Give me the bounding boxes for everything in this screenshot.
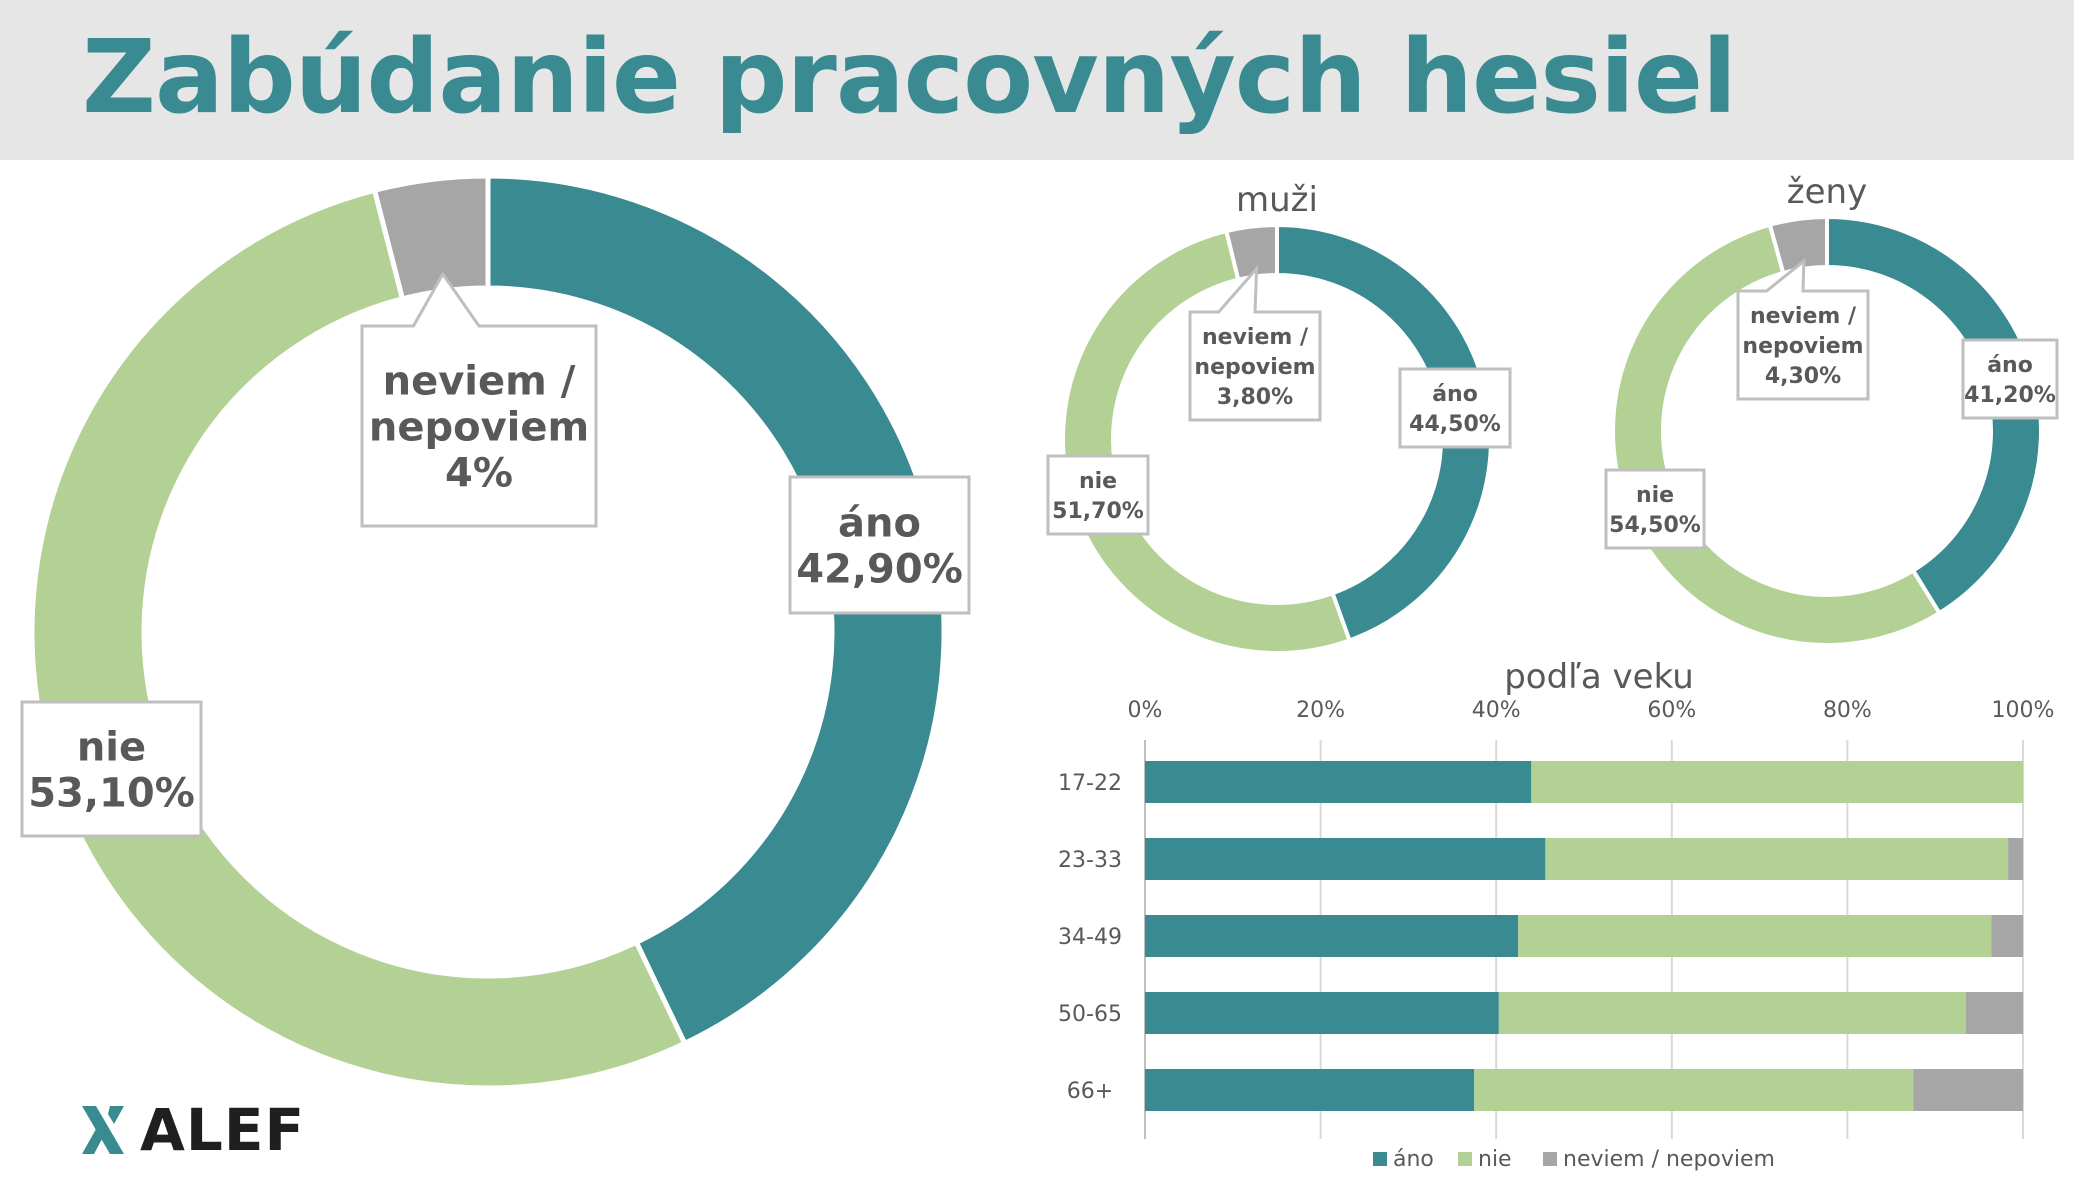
- age-chart-title: podľa veku: [1504, 657, 1694, 697]
- men-donut-neviem-label: neviem / nepoviem 3,80%: [1188, 264, 1322, 422]
- age-bar-ano: [1145, 915, 1519, 957]
- age-bar-neviem: [1965, 992, 2023, 1034]
- age-bar-ano: [1145, 992, 1499, 1034]
- age-bar-nie: [1545, 838, 2009, 880]
- title-bar: [0, 0, 2074, 160]
- age-category-label: 66+: [1067, 1079, 1113, 1104]
- age-bar-ano: [1145, 838, 1546, 880]
- legend-swatch-ano: [1373, 1152, 1387, 1166]
- men-donut-neviem-label-box: [1188, 264, 1322, 422]
- women-donut-nie-label-box: [1604, 468, 1706, 550]
- women-donut-neviem-label: neviem / nepoviem 4,30%: [1736, 257, 1870, 401]
- page-title: Zabúdanie pracovných hesiel: [82, 18, 1737, 137]
- main-donut-nie-label-text: nie 53,10%: [28, 724, 195, 816]
- age-bar-neviem: [1913, 1069, 2023, 1111]
- men-donut-title: muži: [1236, 180, 1318, 220]
- main-donut-slice-nie: [29, 187, 689, 1091]
- men-donut-nie-label-box: [1046, 454, 1150, 536]
- age-category-label: 50-65: [1058, 1002, 1122, 1027]
- age-bar-nie: [1531, 761, 2023, 803]
- age-x-tick-label: 100%: [1992, 698, 2055, 723]
- legend-label-neviem: neviem / nepoviem: [1563, 1147, 1775, 1172]
- age-bar-neviem: [2008, 838, 2023, 880]
- men-donut-slice-neviem: [1223, 222, 1279, 283]
- main-donut-neviem-label-box: [360, 271, 598, 528]
- legend-label-ano: áno: [1393, 1147, 1434, 1172]
- women-donut-neviem-label-text: neviem / nepoviem 4,30%: [1742, 304, 1863, 389]
- main-donut-slice-neviem: [371, 173, 491, 302]
- men-donut-slice-nie: [1061, 228, 1353, 655]
- age-x-tick-label: 40%: [1472, 698, 1521, 723]
- main-donut-nie-label-box: [20, 700, 203, 838]
- women-donut-nie-label: nie 54,50%: [1604, 468, 1706, 550]
- main-donut-neviem-label: neviem / nepoviem 4%: [360, 271, 598, 528]
- alef-logo-icon: [82, 1106, 124, 1154]
- women-donut-slice-ano: [1825, 214, 2043, 616]
- main-donut-slice-ano: [485, 173, 947, 1047]
- age-bar-nie: [1474, 1069, 1914, 1111]
- age-category-label: 17-22: [1058, 771, 1122, 796]
- alef-logo: ALEF: [80, 1096, 305, 1164]
- legend-swatch-nie: [1458, 1152, 1472, 1166]
- age-bar-nie: [1498, 992, 1966, 1034]
- main-donut-nie-label: nie 53,10%: [20, 700, 203, 838]
- logo-text: ALEF: [140, 1096, 306, 1164]
- men-donut-ano-label-text: áno 44,50%: [1409, 382, 1501, 437]
- main-donut-neviem-label-text: neviem / nepoviem 4%: [369, 358, 589, 496]
- legend-swatch-neviem: [1543, 1152, 1557, 1166]
- main-donut-ano-label-box: [788, 475, 971, 615]
- women-donut-ano-label: áno 41,20%: [1961, 338, 2059, 420]
- age-bar-ano: [1145, 761, 1532, 803]
- women-donut-neviem-label-box: [1736, 257, 1870, 401]
- women-donut-ano-label-box: [1961, 338, 2059, 420]
- women-donut-nie-label-text: nie 54,50%: [1609, 483, 1701, 538]
- men-donut-nie-label: nie 51,70%: [1046, 454, 1150, 536]
- age-bar-ano: [1145, 1069, 1475, 1111]
- men-donut-neviem-label-text: neviem / nepoviem 3,80%: [1194, 325, 1315, 410]
- men-donut-ano-label-box: [1398, 367, 1512, 449]
- age-category-label: 23-33: [1058, 848, 1122, 873]
- age-x-tick-label: 60%: [1647, 698, 1696, 723]
- main-donut-ano-label-text: áno 42,90%: [796, 500, 963, 592]
- age-category-label: 34-49: [1058, 925, 1122, 950]
- women-donut-title: ženy: [1787, 172, 1867, 212]
- women-donut-ano-label-text: áno 41,20%: [1964, 353, 2056, 408]
- age-x-tick-label: 20%: [1296, 698, 1345, 723]
- age-x-tick-label: 80%: [1823, 698, 1872, 723]
- legend-label-nie: nie: [1478, 1147, 1512, 1172]
- main-donut-ano-label: áno 42,90%: [788, 475, 971, 615]
- men-donut-nie-label-text: nie 51,70%: [1052, 469, 1144, 524]
- men-donut-slice-ano: [1275, 222, 1493, 643]
- men-donut-ano-label: áno 44,50%: [1398, 367, 1512, 449]
- age-x-tick-label: 0%: [1128, 698, 1163, 723]
- age-bar-neviem: [1991, 915, 2023, 957]
- age-bar-nie: [1518, 915, 1992, 957]
